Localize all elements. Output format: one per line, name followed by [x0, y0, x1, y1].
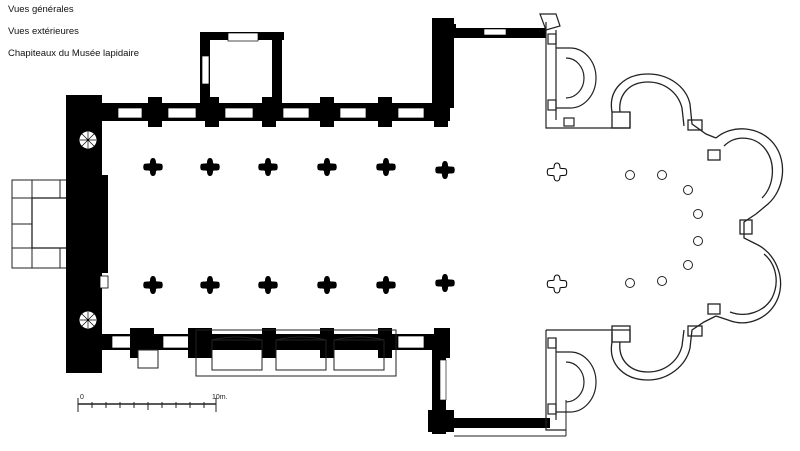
north-nave-wall — [100, 97, 450, 127]
scale-start-label: 0 — [80, 394, 84, 401]
chevet — [610, 73, 784, 381]
link-chapiteaux-musee-lapidaire[interactable]: Chapiteaux du Musée lapidaire — [8, 48, 139, 59]
north-transept — [432, 18, 546, 108]
west-facade — [66, 95, 109, 373]
south-chapels — [195, 329, 397, 377]
link-vues-generales[interactable]: Vues générales — [8, 4, 74, 15]
menu-links: Vues générales Vues extérieures Chapitea… — [8, 4, 139, 70]
scale-end-label: 10m. — [212, 394, 228, 401]
south-apsidiole — [545, 329, 631, 431]
south-nave-wall — [100, 328, 450, 369]
choir-columns — [625, 170, 703, 288]
north-chapel — [200, 32, 284, 104]
nave-pillars — [143, 158, 455, 294]
north-apsidiole — [539, 13, 631, 129]
transept-crossing-pillars — [546, 162, 568, 294]
link-vues-exterieures[interactable]: Vues extérieures — [8, 26, 79, 37]
scale-bar: 0 10m. — [77, 394, 228, 412]
south-transept — [428, 350, 567, 437]
